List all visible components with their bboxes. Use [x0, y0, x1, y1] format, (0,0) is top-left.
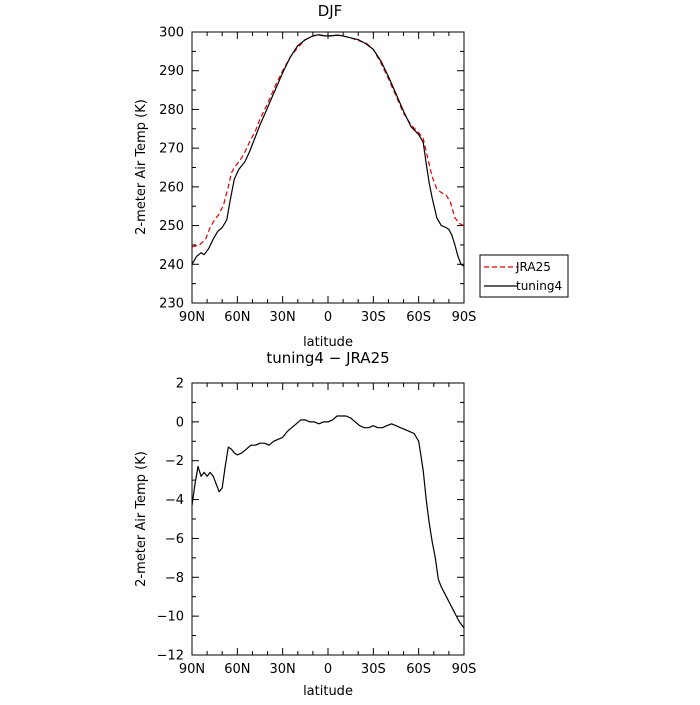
x-tick-label: 90N — [179, 310, 205, 325]
y-tick-label: −10 — [157, 610, 184, 625]
y-tick-label: 240 — [159, 258, 184, 273]
x-tick-label: 0 — [324, 310, 332, 325]
plot-frame-bottom — [191, 382, 465, 656]
y-tick-label: −6 — [165, 532, 184, 547]
legend-label-tuning4: tuning4 — [516, 279, 562, 293]
legend-label-jra25: JRA25 — [515, 260, 551, 274]
x-tick-label: 60S — [406, 310, 431, 325]
plot-frame-top — [191, 31, 465, 304]
x-tick-label: 30N — [270, 310, 296, 325]
y-tick-label: 250 — [159, 219, 184, 234]
y-axis-label-top: 2-meter Air Temp (K) — [134, 99, 149, 235]
y-tick-label: 280 — [159, 103, 184, 118]
chart-title-bottom: tuning4 − JRA25 — [266, 349, 389, 367]
y-tick-label: −12 — [157, 649, 184, 664]
chart-title-top: DJF — [318, 2, 343, 20]
y-tick-label: 2 — [176, 377, 184, 392]
ticks-bottom: 90N 60N 30N 0 30S 60S 90S −12 −10 −8 −6 −4 −2 0 2 — [157, 377, 477, 678]
x-axis-label-top: latitude — [303, 335, 353, 350]
x-tick-label: 60N — [224, 310, 250, 325]
x-tick-label: 60N — [224, 662, 250, 677]
series-group-top — [191, 34, 465, 267]
y-tick-label: 300 — [159, 26, 184, 41]
x-tick-label: 0 — [324, 662, 332, 677]
y-tick-label: −2 — [165, 454, 184, 469]
y-tick-label: 0 — [176, 415, 184, 430]
x-tick-label: 30S — [361, 310, 386, 325]
y-tick-label: 290 — [159, 64, 184, 79]
y-axis-label-bottom: 2-meter Air Temp (K) — [134, 451, 149, 587]
x-tick-label: 90S — [452, 310, 477, 325]
x-tick-label: 30N — [270, 662, 296, 677]
x-tick-label: 30S — [361, 662, 386, 677]
ticks-top: 90N 60N 30N 0 30S 60S 90S 230 240 250 260 270 280 290… — [159, 26, 476, 326]
y-tick-label: 270 — [159, 142, 184, 157]
x-tick-label: 60S — [406, 662, 431, 677]
series-line-difference — [191, 415, 465, 629]
series-group-bottom — [191, 415, 465, 629]
y-tick-label: −4 — [165, 493, 184, 508]
y-tick-label: 260 — [159, 180, 184, 195]
legend-box — [479, 254, 569, 298]
x-tick-label: 90S — [452, 662, 477, 677]
y-tick-label: −8 — [165, 571, 184, 586]
series-line-jra25 — [191, 34, 465, 248]
series-line-tuning4 — [191, 34, 465, 267]
x-axis-label-bottom: latitude — [303, 684, 353, 699]
x-tick-label: 90N — [179, 662, 205, 677]
y-tick-label: 230 — [159, 297, 184, 312]
panel-difference: tuning4 − JRA25 latitude 2-meter Air Tem… — [134, 349, 476, 699]
legend: JRA25 tuning4 — [479, 254, 569, 298]
panel-djf: DJF latitude 2-meter Air Temp (K) 90N 60N… — [134, 2, 476, 350]
